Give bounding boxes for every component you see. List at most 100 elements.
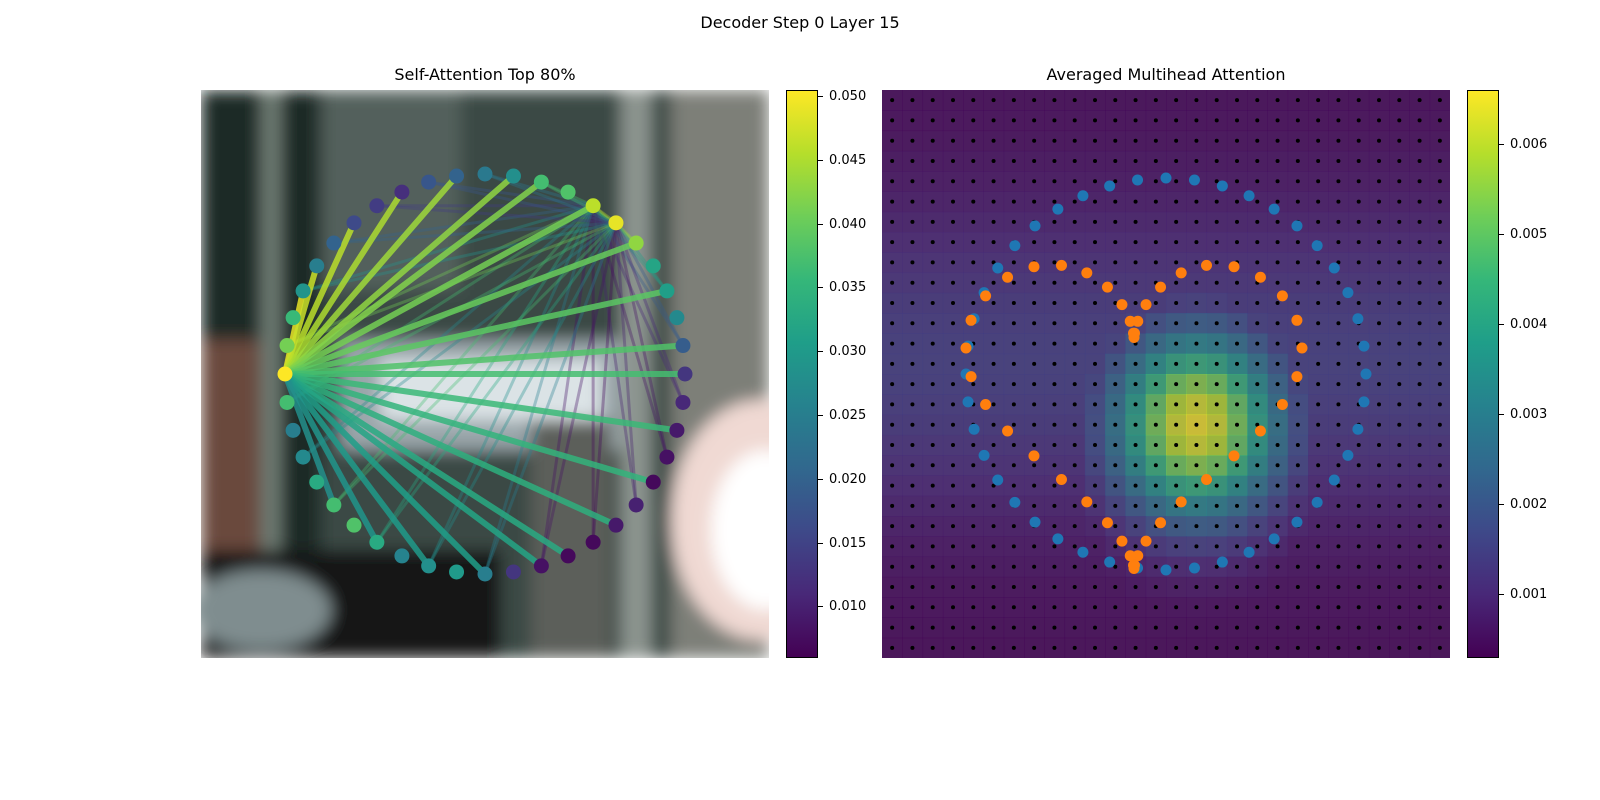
left-colorbar-ticks: 0.010 0.015 0.020 0.025 0.030 0.035 0.040 0.045…	[818, 89, 908, 658]
grid-point	[1255, 524, 1260, 529]
grid-point	[1417, 524, 1422, 529]
grid-point	[1275, 361, 1280, 366]
grid-point	[1133, 240, 1138, 245]
grid-point	[930, 260, 935, 265]
grid-point	[1032, 321, 1037, 326]
grid-point	[1275, 159, 1280, 163]
grid-point	[1052, 240, 1057, 245]
grid-point	[1194, 544, 1199, 549]
grid-point	[1336, 463, 1341, 468]
colorbar-tick-label: 0.025	[818, 407, 866, 423]
grid-point	[1011, 301, 1016, 305]
grid-point	[1255, 341, 1260, 346]
grid-point	[1093, 301, 1097, 305]
grid-point	[951, 361, 955, 366]
orange-keypoint	[1124, 315, 1136, 327]
grid-point	[930, 179, 935, 184]
grid-point	[1133, 503, 1138, 508]
grid-point	[951, 402, 955, 407]
grid-point	[951, 118, 955, 123]
grid-point	[1113, 240, 1118, 245]
grid-point	[930, 463, 935, 468]
attention-edge	[283, 371, 570, 559]
grid-point	[1417, 199, 1422, 204]
grid-point	[1194, 402, 1199, 407]
grid-point	[910, 524, 915, 529]
grid-point	[951, 524, 955, 529]
grid-point	[1133, 544, 1138, 549]
grid-point	[1174, 483, 1179, 488]
grid-point	[890, 179, 895, 184]
grid-point	[971, 260, 976, 265]
grid-point	[1072, 118, 1077, 123]
grid-point	[951, 585, 955, 589]
attention-edge-faint	[540, 180, 617, 225]
orange-keypoint	[1155, 517, 1167, 529]
grid-point	[1052, 361, 1057, 366]
grid-point	[1174, 199, 1179, 204]
grid-point	[991, 98, 996, 103]
grid-point	[1235, 585, 1239, 589]
grid-point	[1336, 179, 1341, 184]
grid-point	[1214, 524, 1219, 529]
grid-point	[1356, 179, 1361, 184]
attention-node	[669, 310, 685, 326]
grid-point	[1437, 118, 1442, 123]
grid-point	[1093, 645, 1097, 650]
grid-point	[1275, 98, 1280, 103]
grid-point	[951, 443, 955, 447]
grid-point	[930, 321, 935, 326]
grid-point	[1093, 118, 1097, 123]
grid-point	[1133, 361, 1138, 366]
grid-point	[1093, 503, 1097, 508]
grid-point	[1214, 443, 1219, 447]
blue-keypoint	[1160, 172, 1172, 184]
grid-point	[991, 159, 996, 163]
grid-point	[1336, 118, 1341, 123]
attention-node	[608, 215, 624, 231]
grid-point	[1153, 585, 1158, 589]
grid-point	[1235, 645, 1239, 650]
grid-point	[1437, 138, 1442, 143]
grid-point	[1093, 138, 1097, 143]
attention-edge	[283, 203, 595, 377]
grid-point	[1214, 585, 1219, 589]
attention-node	[659, 449, 675, 465]
grid-point	[930, 341, 935, 346]
grid-point	[910, 98, 915, 103]
grid-point	[1437, 605, 1442, 610]
grid-point	[1275, 179, 1280, 184]
grid-point	[1235, 280, 1239, 285]
grid-point	[1052, 159, 1057, 163]
grid-point	[1377, 260, 1381, 265]
blue-keypoint	[1009, 496, 1021, 508]
grid-point	[1255, 382, 1260, 387]
attention-node	[295, 449, 311, 465]
attention-nodes	[277, 166, 693, 582]
orange-keypoint	[1081, 496, 1093, 508]
grid-point	[1032, 443, 1037, 447]
grid-point	[1316, 159, 1321, 163]
grid-point	[1113, 564, 1118, 569]
grid-point	[1113, 443, 1118, 447]
grid-point	[1052, 625, 1057, 630]
grid-point	[1133, 463, 1138, 468]
grid-point	[1417, 625, 1422, 630]
grid-point	[991, 361, 996, 366]
grid-point	[971, 524, 976, 529]
grid-point	[1113, 544, 1118, 549]
grid-point	[1153, 544, 1158, 549]
grid-point	[1194, 524, 1199, 529]
colorbar-tick-label: 0.020	[818, 471, 866, 487]
blue-keypoint	[1268, 533, 1280, 545]
grid-point	[1093, 544, 1097, 549]
grid-point	[991, 199, 996, 204]
blue-keypoint	[1216, 556, 1228, 568]
grid-point	[1011, 138, 1016, 143]
grid-point	[1235, 422, 1239, 427]
grid-point	[951, 219, 955, 224]
grid-point	[951, 240, 955, 245]
grid-point	[1397, 483, 1402, 488]
grid-point	[951, 605, 955, 610]
grid-point	[910, 382, 915, 387]
